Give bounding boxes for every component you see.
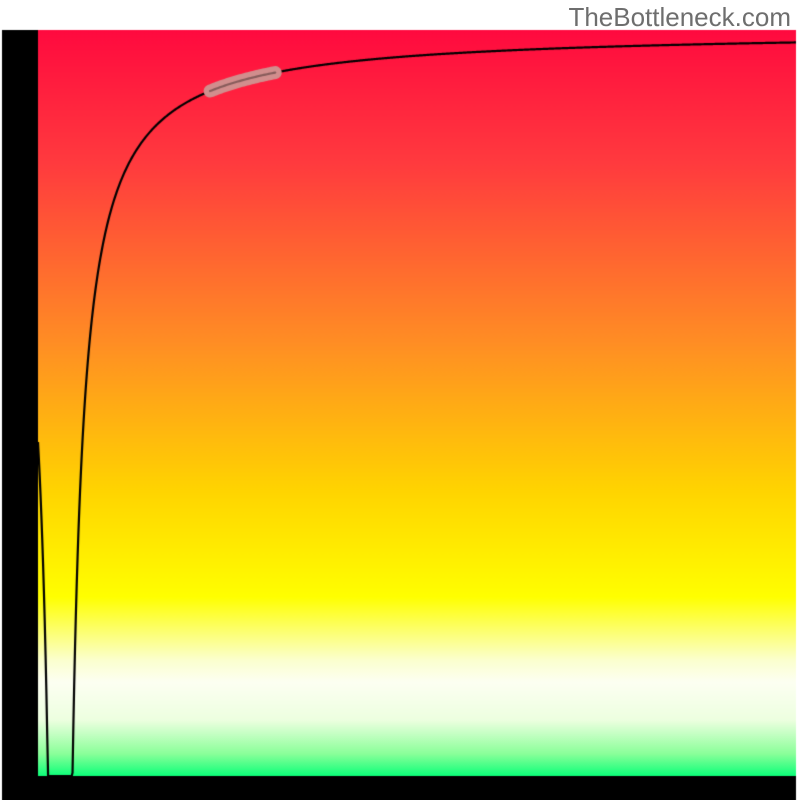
chart-root: TheBottleneck.com: [0, 0, 800, 800]
site-watermark: TheBottleneck.com: [568, 2, 791, 33]
bottleneck-curve-chart: [0, 0, 800, 800]
